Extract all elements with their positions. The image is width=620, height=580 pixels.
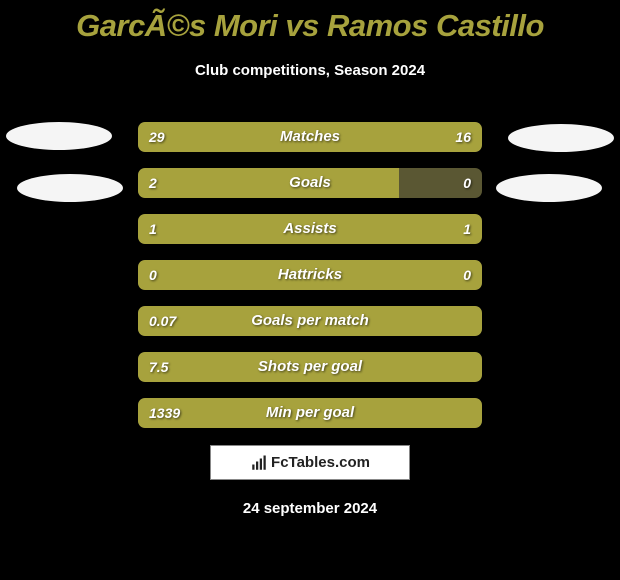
stat-label: Hattricks	[138, 260, 482, 290]
stat-bar: 1339 Min per goal	[138, 398, 482, 428]
stat-label: Goals per match	[138, 306, 482, 336]
player-left-avatar-placeholder-2	[17, 174, 123, 202]
stat-bars-container: 29 Matches 16 2 Goals 0 1 Assists 1 0 Ha…	[138, 122, 482, 444]
stat-label: Assists	[138, 214, 482, 244]
player-right-avatar-placeholder-2	[496, 174, 602, 202]
stat-bar: 7.5 Shots per goal	[138, 352, 482, 382]
stat-value-right: 0	[463, 260, 471, 290]
stat-value-right: 16	[455, 122, 471, 152]
footer-attribution: FcTables.com	[210, 445, 410, 480]
page-subtitle: Club competitions, Season 2024	[0, 62, 620, 79]
stat-bar: 0.07 Goals per match	[138, 306, 482, 336]
footer-brand-text: FcTables.com	[271, 454, 370, 471]
chart-bars-icon	[250, 454, 268, 472]
stat-label: Shots per goal	[138, 352, 482, 382]
stat-label: Goals	[138, 168, 482, 198]
stat-bar: 29 Matches 16	[138, 122, 482, 152]
stat-bar: 1 Assists 1	[138, 214, 482, 244]
stat-label: Min per goal	[138, 398, 482, 428]
footer-date: 24 september 2024	[0, 500, 620, 517]
stat-bar: 2 Goals 0	[138, 168, 482, 198]
page-title: GarcÃ©s Mori vs Ramos Castillo	[0, 0, 620, 44]
stat-value-right: 1	[463, 214, 471, 244]
stat-bar: 0 Hattricks 0	[138, 260, 482, 290]
player-left-avatar-placeholder-1	[6, 122, 112, 150]
stat-value-right: 0	[463, 168, 471, 198]
player-right-avatar-placeholder-1	[508, 124, 614, 152]
stat-label: Matches	[138, 122, 482, 152]
